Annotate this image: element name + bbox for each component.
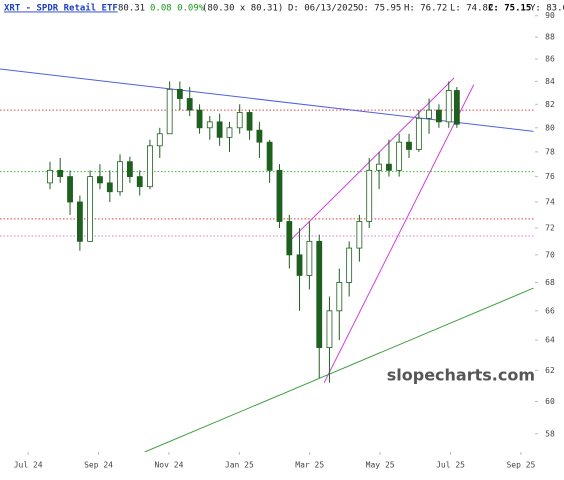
trend-line xyxy=(144,287,534,452)
candle-body xyxy=(426,109,432,119)
x-tick-label: Nov 24 xyxy=(154,461,183,470)
low: L: 74.82 xyxy=(450,4,493,14)
candle-body xyxy=(326,310,333,348)
y-tick-label: 72 xyxy=(545,224,555,233)
candle-body xyxy=(47,169,53,184)
candle-body xyxy=(266,141,273,171)
trend-line xyxy=(323,84,475,383)
trend-line xyxy=(288,77,455,242)
x-tick-label: Jul 24 xyxy=(14,461,43,470)
candle-body xyxy=(256,129,263,143)
candle-body xyxy=(445,90,452,123)
candle-body xyxy=(216,121,223,138)
candle-body xyxy=(147,145,153,188)
candle-body xyxy=(386,163,392,171)
y-tick-label: 82 xyxy=(545,100,555,109)
y-tick-label: 70 xyxy=(545,250,555,259)
candle-body xyxy=(186,98,193,111)
candle-body xyxy=(156,133,163,147)
y-tick-label: 62 xyxy=(545,366,555,375)
candle-body xyxy=(336,282,343,312)
x-tick-label: Sep 24 xyxy=(84,461,113,470)
candle-body xyxy=(436,109,442,123)
plot-area xyxy=(0,68,535,452)
y-tick-label: 64 xyxy=(545,336,555,345)
candle-body xyxy=(97,176,103,184)
date: D: 06/13/2025 xyxy=(288,4,358,14)
candle-body xyxy=(376,163,382,171)
candle-body xyxy=(136,176,143,188)
y-tick-label: 78 xyxy=(545,147,555,156)
candle-body xyxy=(396,141,403,171)
y-tick-label: 66 xyxy=(545,306,555,315)
candle-body xyxy=(346,247,353,283)
x-tick-label: Mar 25 xyxy=(295,461,324,470)
candle-body xyxy=(306,240,313,276)
y-tick-label: 60 xyxy=(545,397,555,406)
candle-body xyxy=(196,109,203,129)
candle-body xyxy=(276,169,283,222)
candle-body xyxy=(415,117,422,150)
candle-body xyxy=(296,254,303,276)
change: 0.08 0.09% xyxy=(150,4,205,14)
y-tick-label: 74 xyxy=(545,197,555,206)
high: H: 76.72 xyxy=(404,4,447,14)
x-tick-label: Jul 25 xyxy=(436,461,465,470)
yesterday: Y: 83.60 xyxy=(530,4,564,14)
candle-body xyxy=(166,88,173,135)
candle-body xyxy=(67,176,73,203)
y-tick-label: 86 xyxy=(545,54,555,63)
open: O: 75.95 xyxy=(358,4,401,14)
y-tick-label: 80 xyxy=(545,123,555,132)
last: 80.31 xyxy=(118,4,145,14)
candle-body xyxy=(246,112,253,131)
candle-body xyxy=(76,201,83,242)
candle-body xyxy=(87,176,94,242)
symbol: XRT - SPDR Retail ETF xyxy=(4,3,118,14)
candle-body xyxy=(226,127,233,138)
candle-body xyxy=(236,112,243,129)
candle-body xyxy=(366,169,373,222)
candle-body xyxy=(356,221,363,249)
y-tick-label: 90 xyxy=(545,11,555,20)
candle-body xyxy=(117,161,123,193)
candle-body xyxy=(176,88,183,99)
y-tick-label: 76 xyxy=(545,172,555,181)
candle-body xyxy=(286,221,293,256)
x-tick-label: Sep 25 xyxy=(506,461,535,470)
y-tick-label: 68 xyxy=(545,278,555,287)
candle-body xyxy=(206,121,213,129)
candle-body xyxy=(126,161,133,178)
candle-body xyxy=(316,240,323,348)
y-tick-label: 88 xyxy=(545,33,555,42)
x-tick-label: Jan 25 xyxy=(225,461,254,470)
y-tick-label: 58 xyxy=(545,429,555,438)
quote: (80.30 x 80.31) xyxy=(202,4,283,14)
x-tick-label: May 25 xyxy=(366,461,395,470)
close: C: 75.15 xyxy=(488,4,531,14)
candle-body xyxy=(57,169,64,178)
candle-body xyxy=(106,182,113,193)
y-tick-label: 84 xyxy=(545,77,555,86)
trend-line xyxy=(0,68,534,132)
watermark: slopecharts.com xyxy=(387,366,535,385)
candle-body xyxy=(406,141,412,150)
candle-body xyxy=(453,90,460,125)
